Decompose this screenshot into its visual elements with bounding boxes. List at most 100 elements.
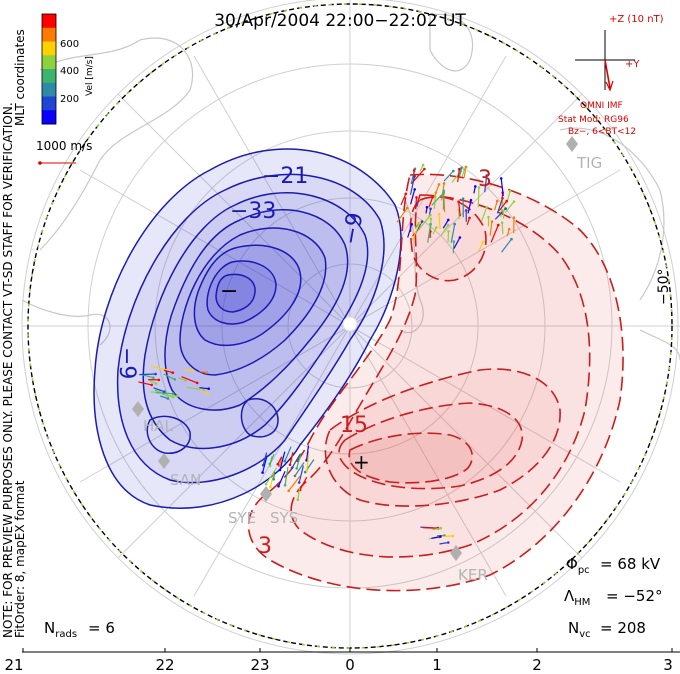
velocity-vector-origin	[421, 163, 425, 167]
nvc-value: = 208	[600, 619, 646, 637]
velocity-vector-origin	[297, 481, 301, 484]
contour-label: −33	[230, 199, 276, 224]
velocity-vector	[299, 476, 308, 491]
velocity-vector-origin	[429, 213, 432, 217]
velocity-vector-origin	[283, 459, 287, 463]
phi-value: = 68 kV	[600, 555, 661, 573]
velocity-vector-origin	[474, 185, 477, 188]
velocity-vector-origin	[404, 192, 408, 196]
station-marker	[566, 136, 578, 152]
velocity-vector-origin	[163, 390, 166, 394]
mlt-tick-labels: 21 22 23 0 1 2 3	[4, 656, 672, 674]
velocity-vector	[138, 381, 152, 386]
nvc-symbol: N	[568, 619, 579, 637]
velocity-vector-origin	[481, 240, 485, 244]
colorbar-segment	[42, 96, 56, 111]
velocity-vector-origin	[425, 205, 429, 209]
velocity-vector-origin	[173, 378, 177, 381]
velocity-vector	[288, 475, 301, 492]
velocity-vector-origin	[485, 205, 489, 209]
velocity-vector-origin	[171, 392, 175, 396]
lambda-value: = −52°	[606, 587, 663, 605]
velocity-vector	[477, 187, 480, 208]
velocity-vector	[415, 197, 418, 209]
velocity-vector	[452, 241, 455, 254]
map-title: 30/Apr/2004 22:00−22:02 UT	[214, 11, 466, 31]
svg-text:ΛHM: ΛHM	[564, 587, 590, 608]
velocity-vector-origin	[437, 183, 441, 186]
velocity-vector-origin	[264, 482, 268, 486]
phi-symbol: Φ	[566, 555, 578, 573]
colorbar-segment	[42, 110, 56, 125]
velocity-vector-origin	[290, 466, 294, 470]
velocity-vector	[284, 466, 289, 486]
velocity-vector	[459, 167, 463, 177]
station-marker	[132, 401, 144, 417]
preview-note: NOTE: FOR PREVIEW PURPOSES ONLY. PLEASE …	[1, 102, 15, 638]
velocity-vector-origin	[288, 463, 292, 467]
velocity-vector	[410, 189, 416, 205]
velocity-vector	[277, 470, 286, 487]
velocity-vector-origin	[152, 376, 155, 380]
colorbar-tick: 600	[60, 39, 79, 50]
station-label: KER	[458, 566, 488, 584]
velocity-vector	[139, 373, 156, 376]
velocity-vector-origin	[487, 215, 490, 219]
mlt-tick-label: 3	[663, 656, 673, 674]
mlt-tick-label: 2	[532, 656, 542, 674]
velocity-vector-origin	[287, 489, 291, 493]
velocity-vector-origin	[410, 223, 414, 226]
velocity-vector	[279, 451, 286, 471]
velocity-vector	[262, 455, 268, 473]
velocity-vector	[407, 224, 413, 238]
velocity-vector-origin	[502, 209, 505, 212]
phi-subscript: pc	[578, 565, 590, 576]
colorbar-tick: 400	[60, 66, 79, 77]
velocity-vector	[431, 536, 441, 539]
velocity-vector-origin	[463, 167, 466, 171]
velocity-colorbar: 600 400 200 Vel [m/s]	[41, 13, 95, 125]
velocity-vector-origin	[447, 541, 450, 544]
velocity-vector	[458, 201, 461, 217]
velocity-vector-origin	[295, 467, 299, 470]
velocity-vector	[433, 184, 440, 198]
velocity-vector	[156, 390, 174, 398]
velocity-vector-origin	[500, 221, 504, 224]
velocity-vector-origin	[171, 371, 175, 375]
velocity-vector-origin	[490, 220, 494, 223]
velocity-vector-origin	[507, 227, 511, 231]
station-marker	[158, 453, 170, 469]
velocity-vector-origin	[305, 469, 309, 472]
imf-z-label: +Z (10 nT)	[609, 14, 664, 25]
velocity-vector	[500, 202, 503, 218]
svg-text:Nvc: Nvc	[568, 619, 591, 640]
velocity-vector-origin	[439, 535, 442, 538]
velocity-vector-origin	[435, 226, 438, 229]
velocity-vector	[296, 452, 302, 469]
velocity-vector-origin	[495, 199, 499, 203]
velocity-vector	[428, 196, 434, 208]
colorbar-tick: 200	[60, 94, 79, 105]
velocity-vector-origin	[464, 165, 468, 169]
station-label: TIG	[576, 154, 602, 172]
velocity-vector	[438, 214, 441, 230]
nvc-subscript: vc	[579, 629, 590, 640]
velocity-vector-origin	[442, 191, 446, 194]
velocity-vector	[151, 365, 168, 371]
velocity-vector	[442, 219, 449, 229]
velocity-vector-origin	[150, 383, 153, 387]
velocity-vector-origin	[283, 484, 287, 487]
positive-potential-cell	[247, 173, 624, 592]
velocity-vector-origin	[171, 395, 175, 399]
lambda-subscript: HM	[574, 597, 590, 608]
imf-stat-model: Stat Mod: RG96	[558, 115, 629, 125]
velocity-vector-origin	[207, 387, 210, 391]
velocity-vector-origin	[452, 240, 456, 243]
velocity-vector-origin	[296, 498, 300, 502]
contour-label: 3	[478, 167, 492, 192]
velocity-vector-origin	[460, 166, 463, 170]
velocity-vector	[498, 200, 508, 211]
velocity-vector	[461, 169, 465, 178]
svg-text:Φpc: Φpc	[566, 555, 590, 576]
